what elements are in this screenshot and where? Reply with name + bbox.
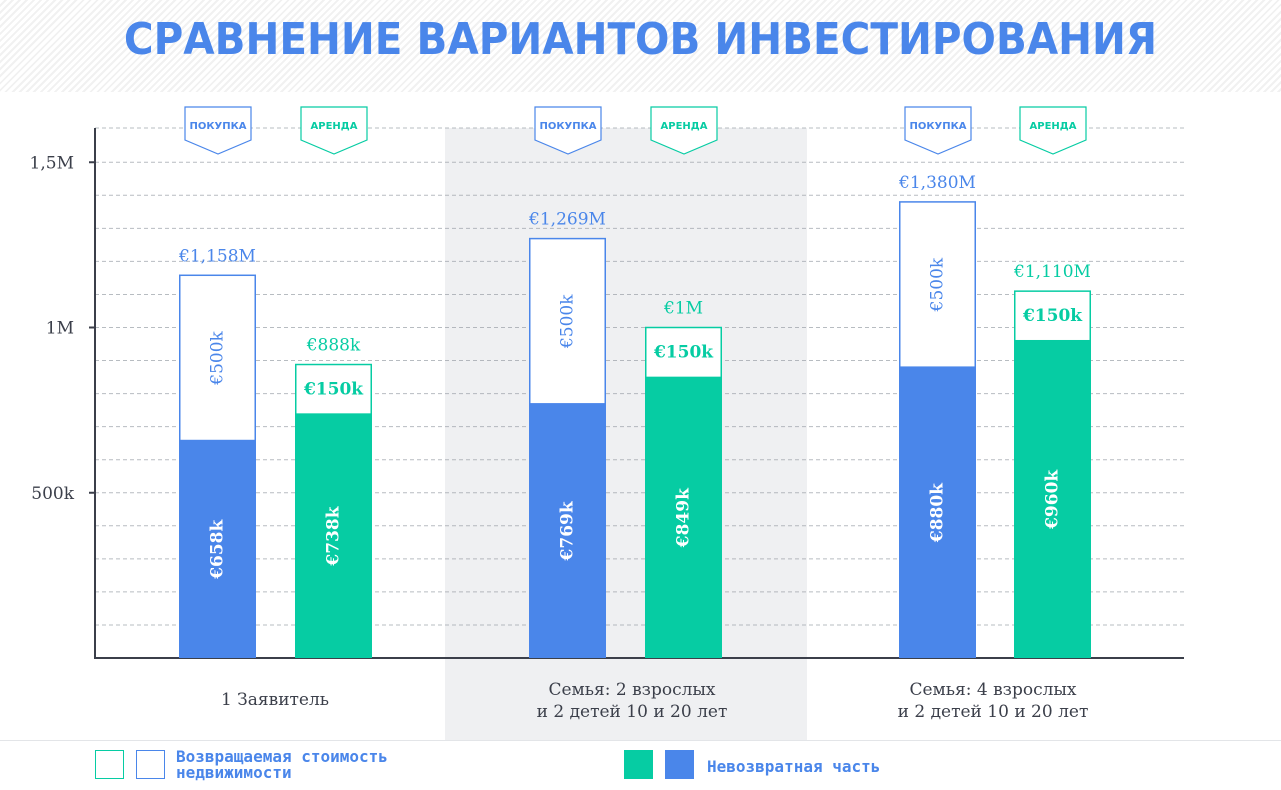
bar-bottom-value-label: €658k <box>208 518 228 579</box>
buy-bar-bottom-segment <box>899 367 976 658</box>
y-tick-label: 1,5M <box>30 153 74 173</box>
bar-total-label: €1,158M <box>178 246 256 266</box>
buy-tag-label: ПОКУПКА <box>189 121 246 132</box>
buy-bar-bottom-segment <box>179 440 256 658</box>
buy-bar-top-segment <box>529 237 606 405</box>
group-label-line: Семья: 2 взрослых <box>548 680 715 700</box>
rent-bar-bottom-segment <box>295 414 372 658</box>
chart-title: СРАВНЕНИЕ ВАРИАНТОВ ИНВЕСТИРОВАНИЯ <box>123 14 1158 65</box>
rent-tag-label: АРЕНДА <box>661 121 708 132</box>
legend-swatch-filled-rent <box>624 750 653 779</box>
bar-total-label: €888k <box>306 336 361 356</box>
rent-tag-icon <box>300 106 368 155</box>
buy-bar-top-segment <box>179 274 256 442</box>
buy-tag-icon <box>534 106 602 155</box>
buy-tag-label: ПОКУПКА <box>539 121 596 132</box>
bar-bottom-value-label: €738k <box>324 505 344 566</box>
group-label-line: Семья: 4 взрослых <box>909 680 1076 700</box>
bar-top-value-label: €150k <box>653 342 714 362</box>
rent-bar-top-segment <box>1014 290 1091 342</box>
header-band <box>0 0 1281 92</box>
group-label-line: 1 Заявитель <box>221 690 329 710</box>
rent-bar-bottom-segment <box>1014 340 1091 658</box>
buy-tag-icon <box>184 106 252 155</box>
bar-top-value-label: €500k <box>928 257 948 312</box>
bar-top-value-label: €150k <box>303 379 364 399</box>
rent-tag-label: АРЕНДА <box>311 121 358 132</box>
chart-area: 500k 1M 1,5M €658k €500k €1,158M ПОКУПКА €738k €… <box>30 106 1184 740</box>
legend-swatch-outline-rent <box>95 750 124 779</box>
buy-bar-bottom-segment <box>529 403 606 658</box>
legend-swatch-outline-buy <box>136 750 165 779</box>
legend-label-nonrefundable-text: Невозвратная часть <box>707 757 881 776</box>
bar-bottom-value-label: €849k <box>674 487 694 548</box>
group-label-line: и 2 детей 10 и 20 лет <box>537 702 728 722</box>
legend-swatch-filled-buy <box>665 750 694 779</box>
rent-tag-label: АРЕНДА <box>1030 121 1077 132</box>
bar-total-label: €1,269M <box>528 210 606 230</box>
bar-total-label: €1,380M <box>898 173 976 193</box>
legend-label-refundable: Возвращаемая стоимость недвижимости <box>176 749 476 781</box>
bar-bottom-value-label: €960k <box>1043 469 1063 530</box>
bar-bottom-value-label: €880k <box>928 482 948 543</box>
rent-tag-icon <box>650 106 718 155</box>
buy-bar-top-segment <box>899 201 976 368</box>
legend: Возвращаемая стоимость недвижимости Нево… <box>0 740 1281 790</box>
bar-top-value-label: €500k <box>558 294 578 349</box>
legend-label-nonrefundable: Невозвратная часть <box>707 759 880 775</box>
group-label-line: и 2 детей 10 и 20 лет <box>898 702 1089 722</box>
rent-bar-top-segment <box>295 363 372 415</box>
bar-total-label: €1,110M <box>1013 262 1091 282</box>
bar-top-value-label: €500k <box>208 330 228 385</box>
buy-tag-icon <box>904 106 972 155</box>
y-tick-label: 500k <box>31 484 74 504</box>
rent-bar-bottom-segment <box>645 377 722 658</box>
rent-tag-icon <box>1019 106 1087 155</box>
bar-total-label: €1M <box>663 299 703 319</box>
group-shade-2 <box>445 128 807 740</box>
bar-top-value-label: €150k <box>1022 306 1083 326</box>
y-tick-label: 1M <box>46 319 74 339</box>
bar-bottom-value-label: €769k <box>558 500 578 561</box>
legend-label-refundable-text: Возвращаемая стоимость недвижимости <box>176 747 388 782</box>
buy-tag-label: ПОКУПКА <box>909 121 966 132</box>
